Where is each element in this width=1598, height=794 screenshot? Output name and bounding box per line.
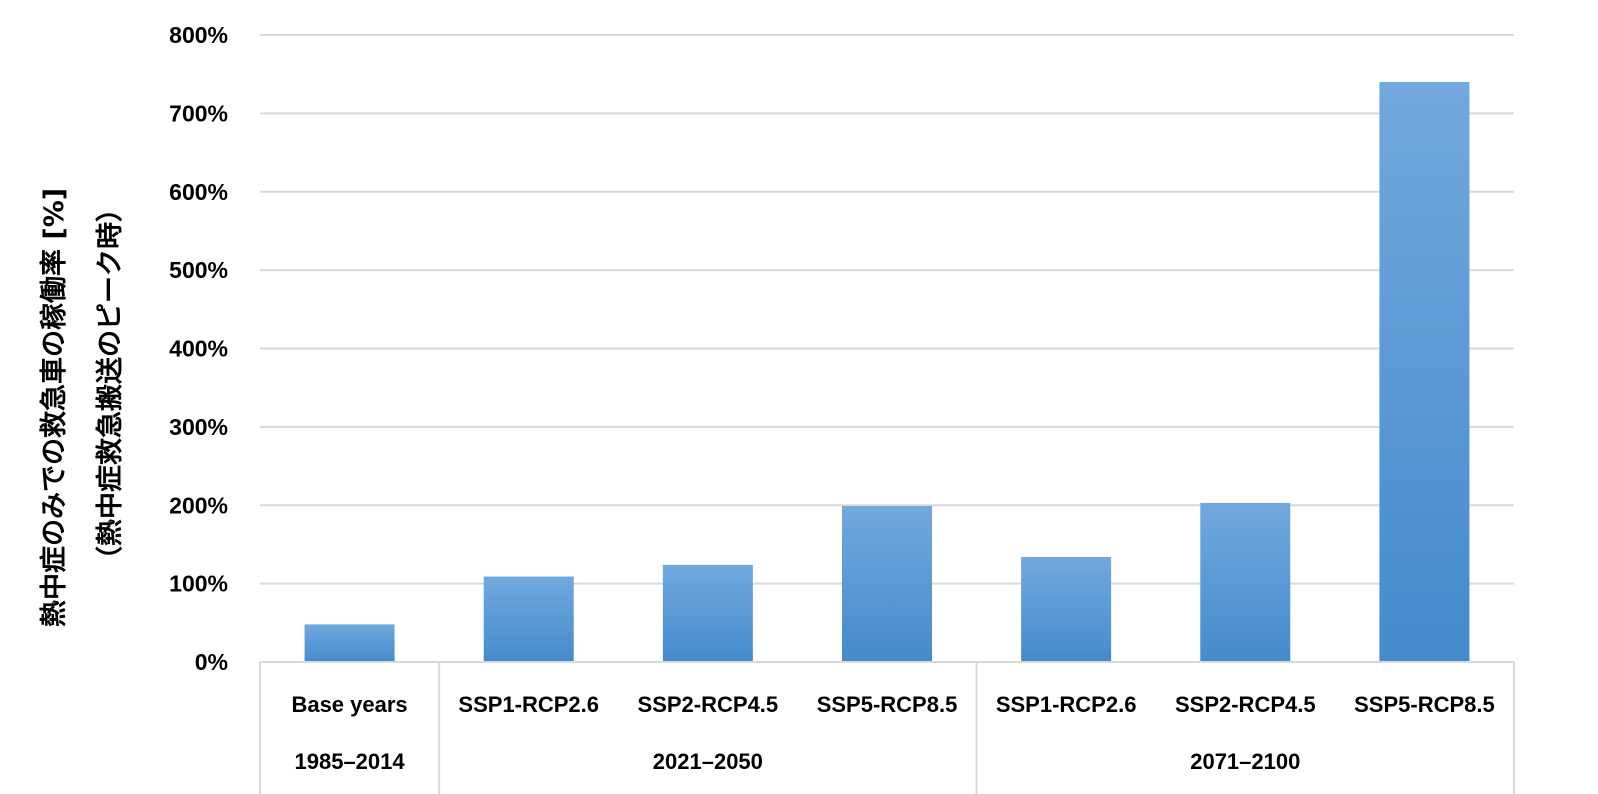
bar xyxy=(1379,82,1470,662)
x-category-label: SSP5-RCP8.5 xyxy=(817,692,958,717)
bar xyxy=(304,624,395,662)
x-group-label: 2071–2100 xyxy=(1190,749,1300,774)
y-axis-title-line2: （熱中症救急搬送のピーク時） xyxy=(95,195,126,573)
x-category-label: SSP5-RCP8.5 xyxy=(1354,692,1495,717)
x-category-label: SSP1-RCP2.6 xyxy=(996,692,1137,717)
y-tick-labels: 0% 100% 200% 300% 400% 500% 600% 700% 800% xyxy=(169,22,228,675)
x-category-label: SSP1-RCP2.6 xyxy=(458,692,599,717)
bar xyxy=(842,506,932,662)
bar xyxy=(1021,556,1112,662)
x-category-label: Base years xyxy=(291,692,407,717)
x-group-label: 1985–2014 xyxy=(295,749,406,774)
gridlines xyxy=(260,34,1514,585)
y-tick-label: 200% xyxy=(169,492,228,518)
bars xyxy=(304,82,1470,662)
y-tick-label: 700% xyxy=(169,100,228,126)
y-tick-label: 0% xyxy=(195,649,228,675)
x-category-labels: Base years SSP1-RCP2.6 SSP2-RCP4.5 SSP5-RCP… xyxy=(291,692,1494,717)
x-category-label: SSP2-RCP4.5 xyxy=(638,692,779,717)
bar xyxy=(1200,502,1291,662)
axes xyxy=(259,661,1515,794)
y-tick-label: 100% xyxy=(169,571,228,597)
y-tick-label: 500% xyxy=(169,257,228,283)
y-tick-label: 400% xyxy=(169,336,228,362)
y-tick-label: 300% xyxy=(169,414,228,440)
x-group-labels: 1985–2014 2021–2050 2071–2100 xyxy=(295,749,1301,774)
bar xyxy=(483,576,574,662)
x-group-label: 2021–2050 xyxy=(653,749,763,774)
y-tick-label: 600% xyxy=(169,179,228,205)
y-axis-title-line1: 熱中症のみでの救急車の稼働率 [%] xyxy=(39,187,70,627)
bar xyxy=(662,564,753,662)
x-category-label: SSP2-RCP4.5 xyxy=(1175,692,1316,717)
y-tick-label: 800% xyxy=(169,22,228,48)
